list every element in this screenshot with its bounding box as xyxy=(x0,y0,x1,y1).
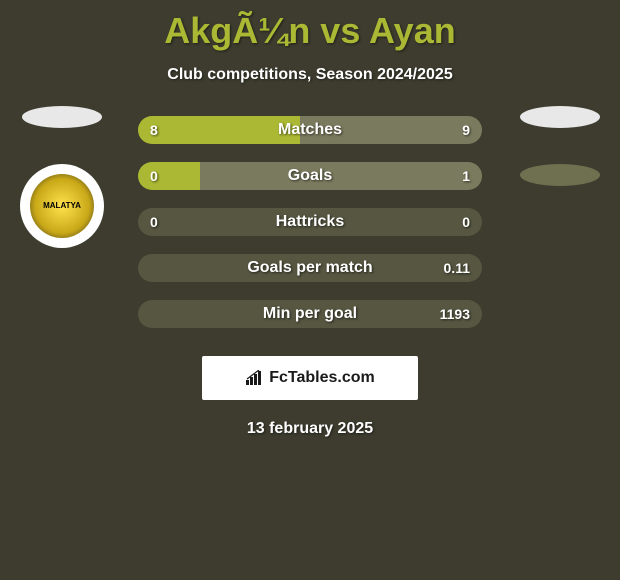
bar-value-right: 1 xyxy=(462,162,470,190)
team-logo-inner: MALATYA xyxy=(30,174,94,238)
brand-chart-icon xyxy=(245,370,265,386)
stat-row: Min per goal1193 xyxy=(138,300,482,328)
bar-value-right: 0 xyxy=(462,208,470,236)
stat-bars: 8Matches90Goals10Hattricks0Goals per mat… xyxy=(138,116,482,328)
bar-value-right: 0.11 xyxy=(444,254,470,282)
right-badges xyxy=(520,106,600,186)
page-title: AkgÃ¼n vs Ayan xyxy=(0,0,620,52)
bar-label: Matches xyxy=(138,116,482,144)
stat-row: Goals per match0.11 xyxy=(138,254,482,282)
subtitle: Club competitions, Season 2024/2025 xyxy=(0,66,620,84)
bar-value-right: 9 xyxy=(462,116,470,144)
stat-row: 0Hattricks0 xyxy=(138,208,482,236)
bar-label: Min per goal xyxy=(138,300,482,328)
stat-row: 0Goals1 xyxy=(138,162,482,190)
bar-label: Hattricks xyxy=(138,208,482,236)
brand-text: FcTables.com xyxy=(269,369,375,387)
bar-label: Goals per match xyxy=(138,254,482,282)
bar-label: Goals xyxy=(138,162,482,190)
right-ellipse-1 xyxy=(520,106,600,128)
left-ellipse xyxy=(22,106,102,128)
date-text: 13 february 2025 xyxy=(0,420,620,438)
content-area: MALATYA 8Matches90Goals10Hattricks0Goals… xyxy=(0,116,620,438)
bar-value-right: 1193 xyxy=(440,300,470,328)
brand-box[interactable]: FcTables.com xyxy=(202,356,418,400)
team-logo-left: MALATYA xyxy=(20,164,104,248)
stat-row: 8Matches9 xyxy=(138,116,482,144)
right-ellipse-2 xyxy=(520,164,600,186)
left-badges: MALATYA xyxy=(20,106,104,248)
